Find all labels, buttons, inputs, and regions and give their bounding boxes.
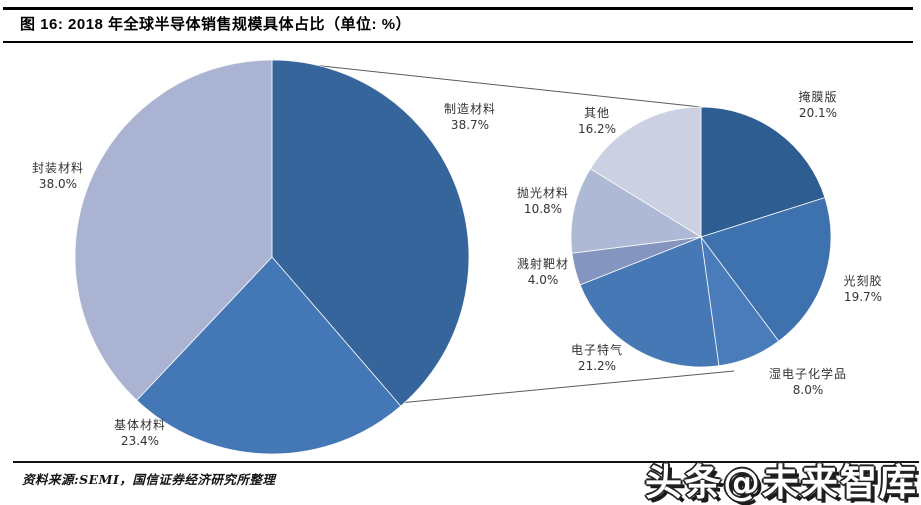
pie-slice-name: 抛光材料 — [516, 185, 570, 200]
pie-slice-value: 21.2% — [577, 359, 617, 373]
pie-slice-label-1-5: 抛光材料 10.8% — [517, 185, 569, 217]
pie-slice-label-1-0: 掩膜版 20.1% — [798, 89, 837, 121]
pie-slice-name: 制造材料 — [443, 101, 497, 116]
top-border-rule — [3, 7, 913, 10]
pie-slice-label-1-3: 电子特气 21.2% — [571, 342, 623, 374]
pie-slice-label-1-4: 溅射靶材 4.0% — [517, 256, 569, 288]
pie-slice-label-1-6: 其他 16.2% — [578, 105, 616, 137]
pie-slice-value: 20.1% — [798, 106, 838, 120]
pie-slice-value: 10.8% — [523, 202, 563, 216]
footer-divider-rule — [13, 461, 919, 463]
pie-connector-line-0 — [275, 60, 702, 108]
pie-slice-value: 23.4% — [120, 434, 160, 448]
pie-slice-1-0 — [700, 106, 826, 238]
pie-slice-0-0 — [271, 59, 470, 407]
pie-slice-1-3 — [579, 236, 720, 368]
pie-slice-name: 湿电子化学品 — [768, 366, 848, 381]
pie-slice-1-6 — [589, 106, 702, 238]
pie-slice-name: 光刻胶 — [843, 273, 883, 288]
pie-slice-name: 掩膜版 — [798, 89, 838, 104]
figure-title: 图 16: 2018 年全球半导体销售规模具体占比（单位: %） — [20, 16, 412, 33]
pie-slice-label-0-2: 封装材料 38.0% — [32, 160, 84, 192]
pie-slice-name: 基体材料 — [113, 417, 167, 432]
pie-slice-name: 封装材料 — [31, 160, 85, 175]
pie-slice-1-5 — [570, 168, 702, 254]
pie-slice-value: 38.7% — [450, 118, 490, 132]
pie-slice-label-0-1: 基体材料 23.4% — [114, 417, 166, 449]
pie-slice-value: 16.2% — [577, 122, 617, 136]
pie-slice-label-1-1: 光刻胶 19.7% — [843, 273, 882, 305]
pie-slice-label-0-0: 制造材料 38.7% — [444, 101, 496, 133]
pie-slice-0-2 — [74, 59, 273, 401]
pie-slice-value: 38.0% — [38, 177, 78, 191]
pie-slice-value: 4.0% — [527, 273, 559, 287]
pie-slice-value: 8.0% — [792, 383, 824, 397]
pie-slice-label-1-2: 湿电子化学品 8.0% — [769, 366, 847, 398]
pie-slice-value: 19.7% — [843, 290, 883, 304]
pie-slice-name: 溅射靶材 — [516, 256, 570, 271]
pie-slice-0-1 — [136, 256, 402, 455]
pie-connector-line-1 — [398, 370, 735, 404]
title-divider-rule — [3, 41, 913, 43]
pie-slice-1-1 — [700, 197, 832, 342]
source-note: 资料来源:SEMI，国信证券经济研究所整理 — [22, 472, 276, 487]
pie-slice-name: 电子特气 — [570, 342, 624, 357]
watermark-text: 头条@未来智库 — [645, 461, 918, 504]
pie-slice-name: 其他 — [583, 105, 610, 120]
